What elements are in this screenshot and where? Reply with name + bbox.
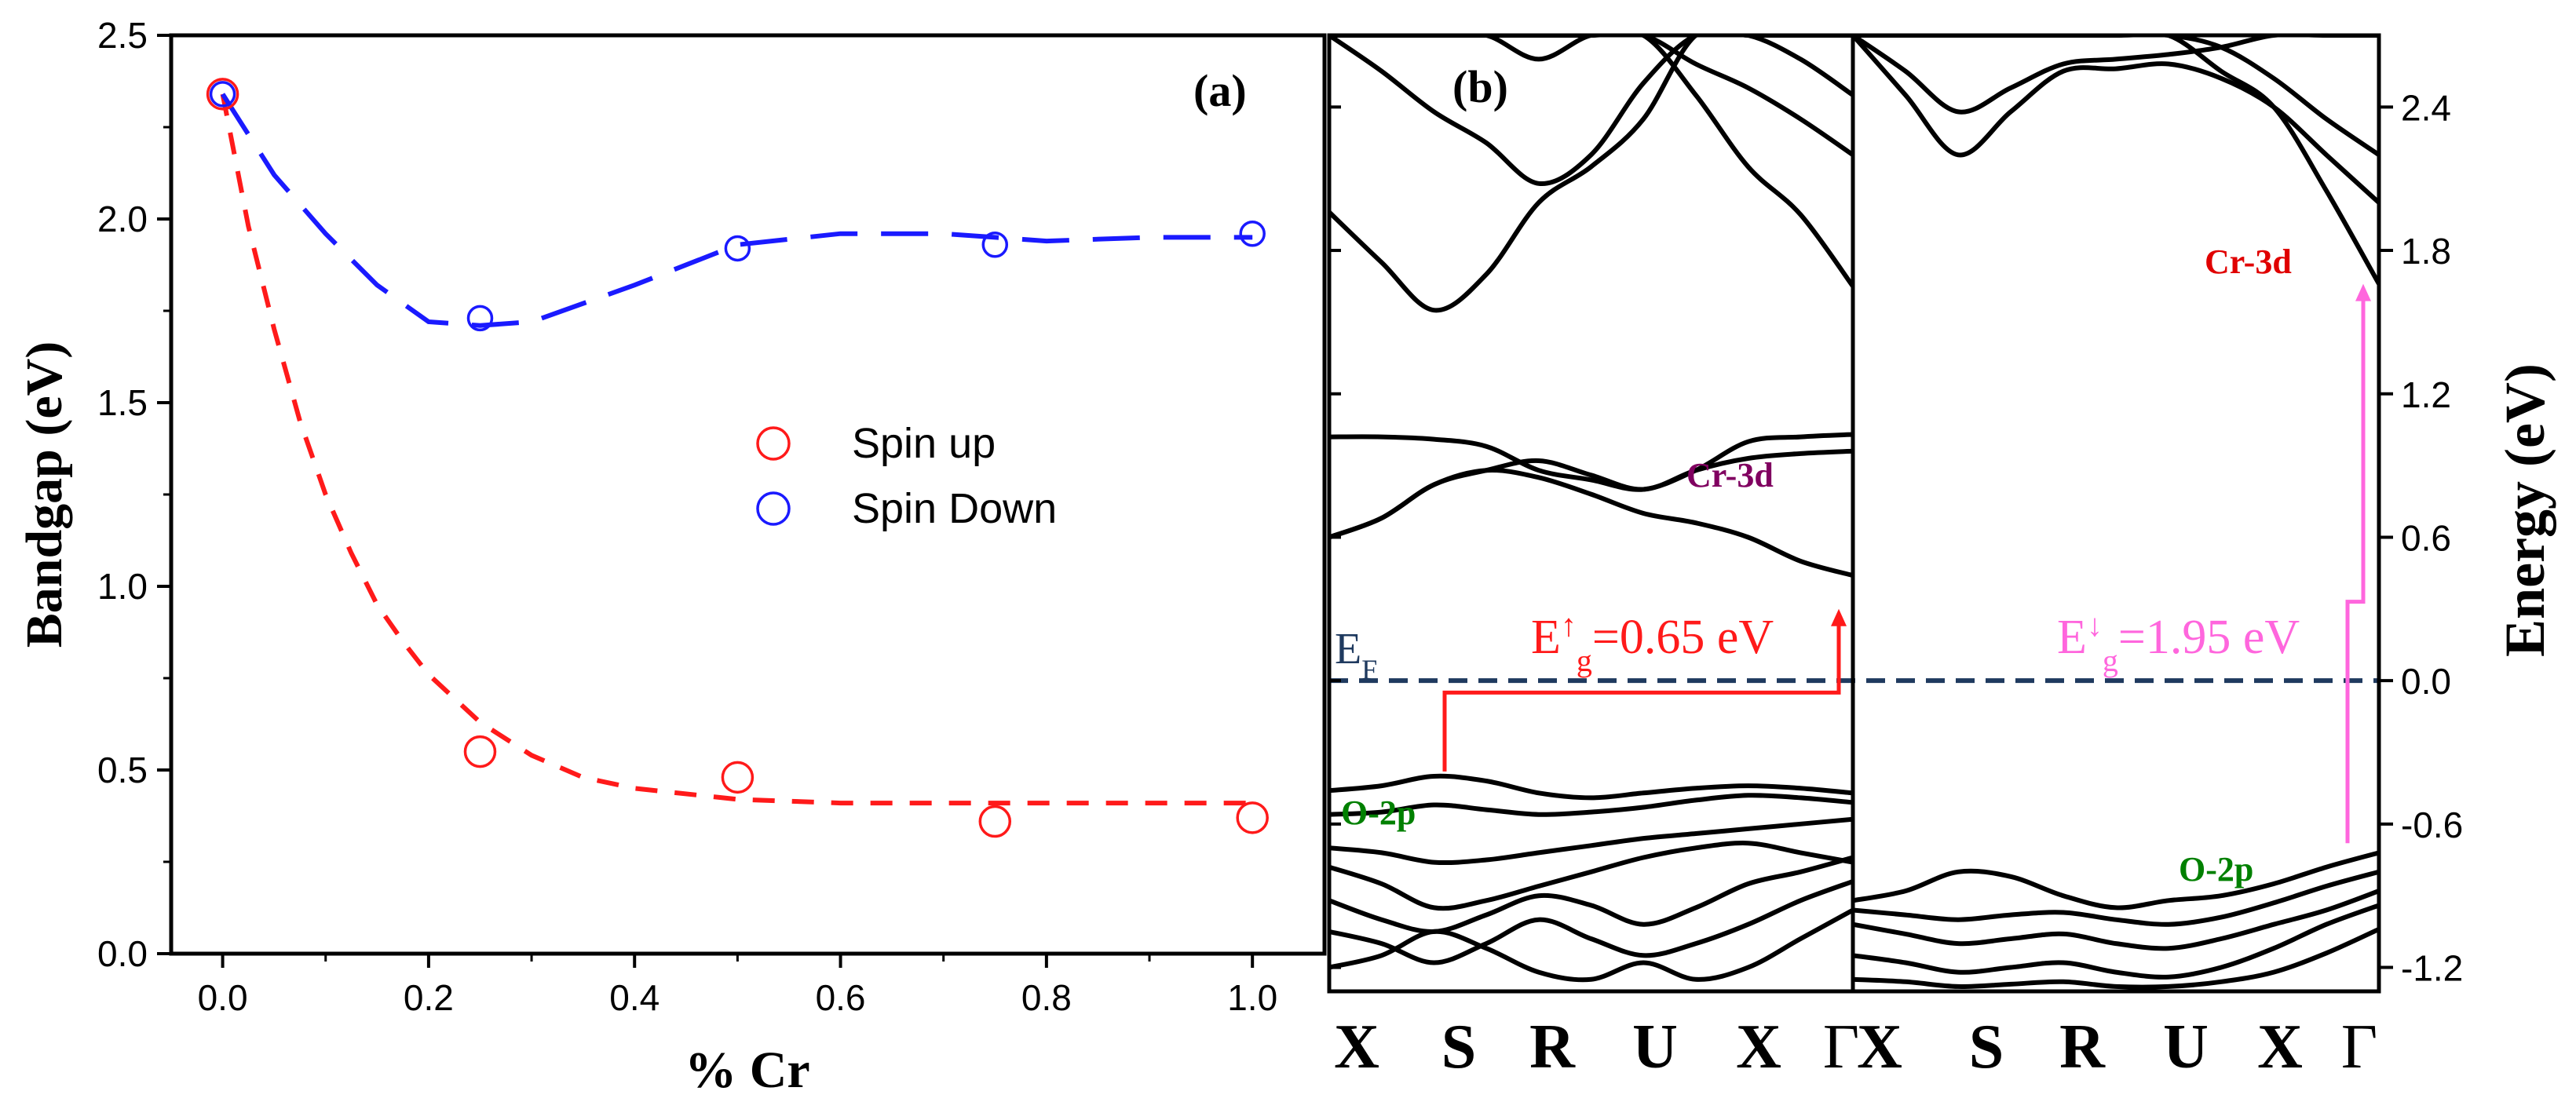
- x-tick-label: 1.0: [1227, 977, 1277, 1018]
- kpoint-label: R: [2059, 1013, 2106, 1082]
- band-line: [1329, 467, 1853, 578]
- spin-down-bands: [1853, 35, 2379, 990]
- panel-b-band-structure: -1.2-0.60.00.61.21.82.4 X S R U X ΓX S R U X Γ (b)…: [1327, 33, 2556, 1082]
- x-tick-label: 0.2: [404, 977, 454, 1018]
- y-tick-label: 1.5: [97, 382, 148, 423]
- band-line: [1329, 907, 1853, 983]
- kpoint-label: R: [1529, 1013, 1576, 1082]
- kpoint-label: Γ: [1823, 1013, 1859, 1082]
- panel-b-label: (b): [1452, 61, 1508, 112]
- panel-b-y-axis-label: Energy (eV): [2494, 363, 2556, 657]
- band-line: [1329, 35, 1853, 186]
- spin-down-gap-arrow: [2345, 283, 2371, 844]
- spin-up-gap-label: E↑g=0.65 eV: [1531, 608, 1774, 678]
- kpoint-label: S: [1441, 1013, 1477, 1082]
- y-tick-label: 0.5: [97, 750, 148, 790]
- spin-up-cr-3d-label: Cr-3d: [1686, 456, 1774, 494]
- energy-tick-label: 0.0: [2401, 661, 2451, 702]
- spin-up-point: [978, 805, 1012, 838]
- energy-tick-label: -0.6: [2401, 805, 2463, 845]
- band-line: [1329, 855, 1853, 934]
- spin-down-cr-3d-label: Cr-3d: [2205, 243, 2292, 281]
- panel-a-y-axis-label: Bandgap (eV): [16, 341, 73, 648]
- band-line: [1853, 850, 2379, 910]
- y-tick-label: 0.0: [97, 933, 148, 974]
- band-line: [1329, 793, 1853, 817]
- x-tick-label: 0.0: [198, 977, 248, 1018]
- band-line: [1329, 879, 1853, 965]
- legend-label-spin-up: Spin up: [852, 420, 996, 467]
- legend-marker-spin-up: [756, 426, 791, 461]
- band-line: [1329, 35, 1853, 157]
- band-line: [1853, 35, 2379, 205]
- panel-b-energy-ticks: -1.2 -0.6 0.0 0.6 1.2 1.8 2.4: [1329, 87, 2463, 989]
- band-line: [1329, 773, 1853, 801]
- band-line: [1853, 927, 2379, 990]
- kpoint-label: S: [1969, 1013, 2004, 1082]
- energy-tick-label: 0.6: [2401, 517, 2451, 558]
- kpoint-label: U: [2163, 1013, 2209, 1082]
- panel-a-label: (a): [1193, 65, 1247, 116]
- spin-down-point: [466, 305, 494, 332]
- panel-a-fit-curves: [220, 93, 1253, 806]
- x-tick-label: 0.4: [609, 977, 660, 1018]
- panel-a-data-points: [206, 78, 1269, 838]
- y-tick-label: 2.0: [97, 199, 148, 239]
- spin-up-point: [206, 78, 239, 111]
- band-line: [1853, 903, 2379, 980]
- panel-a-plot-frame: [169, 33, 1327, 956]
- spin-down-o-2p-label: O-2p: [2179, 850, 2253, 889]
- spin-up-gap-arrow: [1442, 608, 1847, 772]
- x-tick-label: 0.8: [1021, 977, 1072, 1018]
- kpoint-label: X: [2257, 1013, 2303, 1082]
- band-line: [1853, 869, 2379, 927]
- panel-a-x-axis-label: % Cr: [685, 1042, 809, 1099]
- legend-marker-spin-down: [756, 491, 791, 526]
- legend-label-spin-down: Spin Down: [852, 485, 1057, 532]
- band-line: [1853, 889, 2379, 951]
- energy-tick-label: 1.2: [2401, 374, 2451, 415]
- band-line: [1329, 35, 1853, 313]
- spin-up-point: [1236, 801, 1269, 834]
- spin-down-point: [981, 232, 1009, 258]
- y-tick-label: 2.5: [97, 15, 148, 56]
- spin-up-bands: [1329, 35, 1853, 983]
- band-line: [1329, 432, 1853, 492]
- kpoint-label: X: [1857, 1013, 1902, 1082]
- spin-down-point: [209, 81, 236, 108]
- energy-tick-label: 1.8: [2401, 231, 2451, 272]
- panel-a-ticks: 0.0 0.2 0.4 0.6 0.8 1.0 0.0 0.5 1.0 1.5 2.0 2.5: [97, 15, 1277, 1018]
- kpoint-label: X: [1736, 1013, 1781, 1082]
- band-line: [1853, 35, 2379, 157]
- spin-up-point: [463, 735, 497, 768]
- spin-down-point: [724, 235, 751, 262]
- spin-up-point: [721, 761, 755, 794]
- y-tick-label: 1.0: [97, 566, 148, 607]
- fermi-level-label: EF: [1335, 625, 1377, 685]
- band-line: [1853, 35, 2379, 286]
- spin-up-fit-curve: [220, 93, 1253, 806]
- band-line: [1853, 35, 2379, 115]
- panel-a-legend: Spin up Spin Down: [756, 420, 1057, 532]
- kpoint-label: U: [1632, 1013, 1678, 1082]
- kpoint-label: X: [1334, 1013, 1379, 1082]
- panel-b-kpath-labels: X S R U X ΓX S R U X Γ: [1334, 1013, 2377, 1082]
- spin-down-gap-label: E↓g=1.95 eV: [2057, 608, 2300, 678]
- spin-down-point: [1239, 220, 1266, 247]
- x-tick-label: 0.6: [816, 977, 866, 1018]
- energy-tick-label: -1.2: [2401, 948, 2463, 989]
- band-line: [1329, 35, 1853, 288]
- energy-tick-label: 2.4: [2401, 87, 2451, 128]
- panel-a-bandgap-vs-cr: 0.0 0.2 0.4 0.6 0.8 1.0 0.0 0.5 1.0 1.5 2.0 2.5 (a)…: [16, 15, 1327, 1099]
- band-line: [1329, 841, 1853, 911]
- spin-up-o-2p-label: O-2p: [1341, 794, 1416, 832]
- spin-down-fit-curve: [221, 93, 1253, 328]
- kpoint-label: Γ: [2341, 1013, 2377, 1082]
- band-line: [1329, 816, 1853, 866]
